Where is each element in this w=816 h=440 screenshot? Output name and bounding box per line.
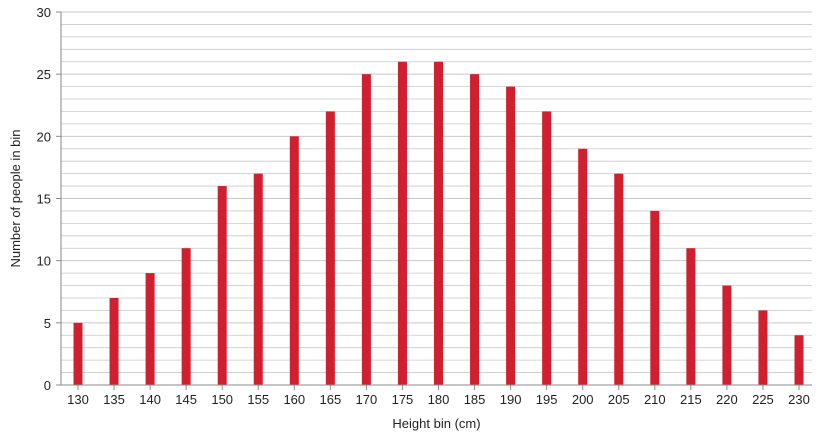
x-tick-label: 220 [716,392,738,407]
bar-195 [542,111,552,385]
x-tick-label: 140 [139,392,161,407]
bar-150 [217,186,227,385]
bar-220 [722,285,732,385]
y-axis-label: Number of people in bin [8,129,23,267]
bars-group [73,61,804,386]
x-tick-label: 155 [247,392,269,407]
x-axis-label: Height bin (cm) [392,416,480,431]
bar-205 [614,173,624,385]
x-tick-label: 130 [67,392,89,407]
y-tick-label: 0 [44,378,51,393]
bar-210 [650,210,660,385]
bar-155 [253,173,263,385]
x-tick-label: 190 [500,392,522,407]
x-tick-label: 185 [464,392,486,407]
axes-group [56,11,812,390]
bar-175 [397,61,407,385]
y-tick-labels: 0 5 10 15 20 25 30 [37,5,51,393]
bar-145 [181,248,191,385]
y-tick-label: 5 [44,316,51,331]
x-tick-label: 225 [752,392,774,407]
x-tick-label: 195 [536,392,558,407]
y-tick-label: 10 [37,254,51,269]
bar-225 [758,310,768,385]
bar-190 [506,86,516,385]
x-tick-label: 230 [788,392,810,407]
bar-165 [325,111,335,385]
y-tick-label: 30 [37,5,51,20]
bar-160 [289,136,299,385]
x-tick-label: 160 [283,392,305,407]
x-tick-label: 165 [319,392,341,407]
x-tick-label: 135 [103,392,125,407]
bar-140 [145,273,155,385]
bar-215 [686,248,696,385]
bar-185 [470,74,480,386]
bar-200 [578,148,588,385]
bar-230 [794,335,804,385]
x-tick-label: 170 [356,392,378,407]
y-tick-label: 25 [37,67,51,82]
bar-170 [361,74,371,386]
x-tick-labels: 130 135 140 145 150 155 160 165 170 175 180 185 190 1… [67,392,810,407]
x-tick-label: 175 [392,392,414,407]
x-tick-label: 150 [211,392,233,407]
x-tick-label: 215 [680,392,702,407]
y-tick-label: 20 [37,129,51,144]
bar-180 [434,61,443,385]
x-tick-label: 205 [608,392,630,407]
x-tick-label: 180 [428,392,450,407]
y-tick-label: 15 [37,192,51,207]
x-tick-label: 200 [572,392,594,407]
bar-135 [109,297,119,385]
x-tick-label: 210 [644,392,666,407]
x-tick-label: 145 [175,392,197,407]
bar-130 [73,322,83,385]
